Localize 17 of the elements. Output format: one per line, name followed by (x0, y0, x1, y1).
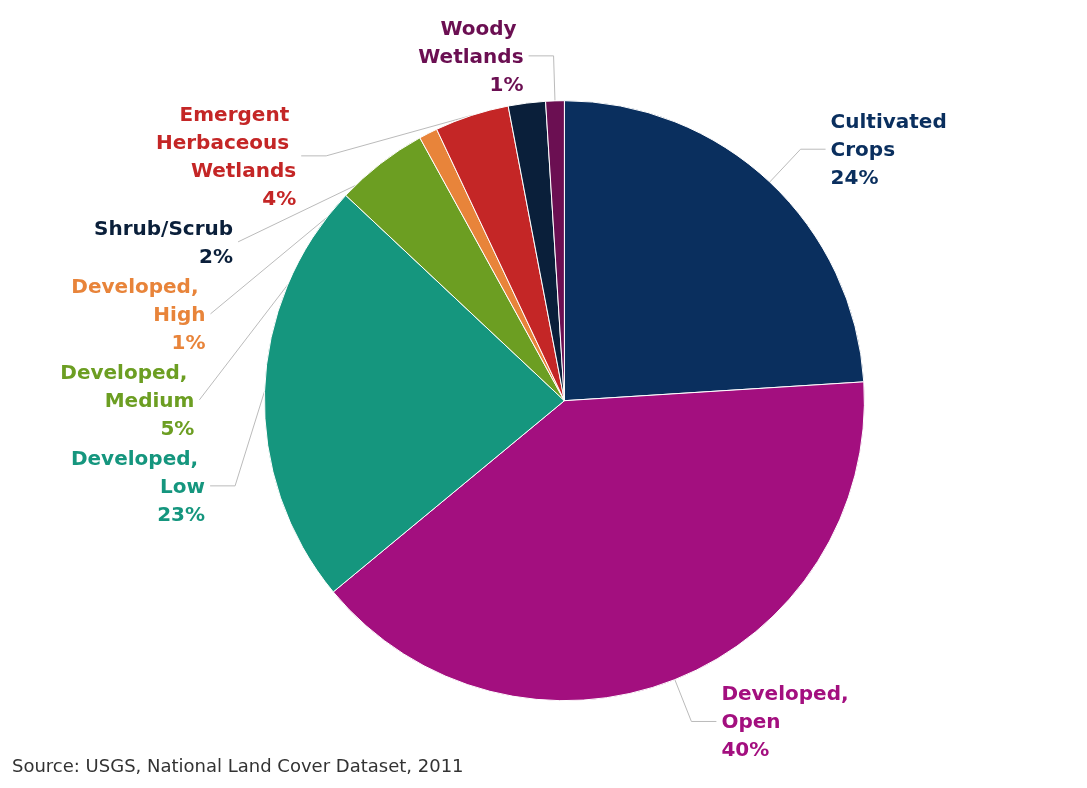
data-label: 23% (157, 501, 206, 526)
data-label: 4% (262, 185, 297, 210)
data-label: 2% (199, 243, 234, 268)
slice-label: Shrub/Scrub (94, 215, 234, 240)
slice-label: Developed, Low (70, 445, 206, 498)
slice-label: Developed, Open (721, 681, 856, 734)
slice-label: Developed, High (71, 273, 206, 326)
data-label: 40% (721, 737, 770, 762)
data-label: 24% (830, 165, 879, 190)
slice-label: Woody Wetlands (418, 15, 524, 68)
data-label: 1% (489, 71, 524, 96)
data-label: 1% (171, 329, 206, 354)
slice-label: Developed, Medium (60, 359, 195, 412)
data-label: 5% (160, 415, 195, 440)
slice-label: Cultivated Crops (830, 109, 954, 162)
slice-label: Emergent Herbaceous Wetlands (155, 101, 297, 182)
source-note: Source: USGS, National Land Cover Dataset, 2011 (12, 754, 464, 776)
